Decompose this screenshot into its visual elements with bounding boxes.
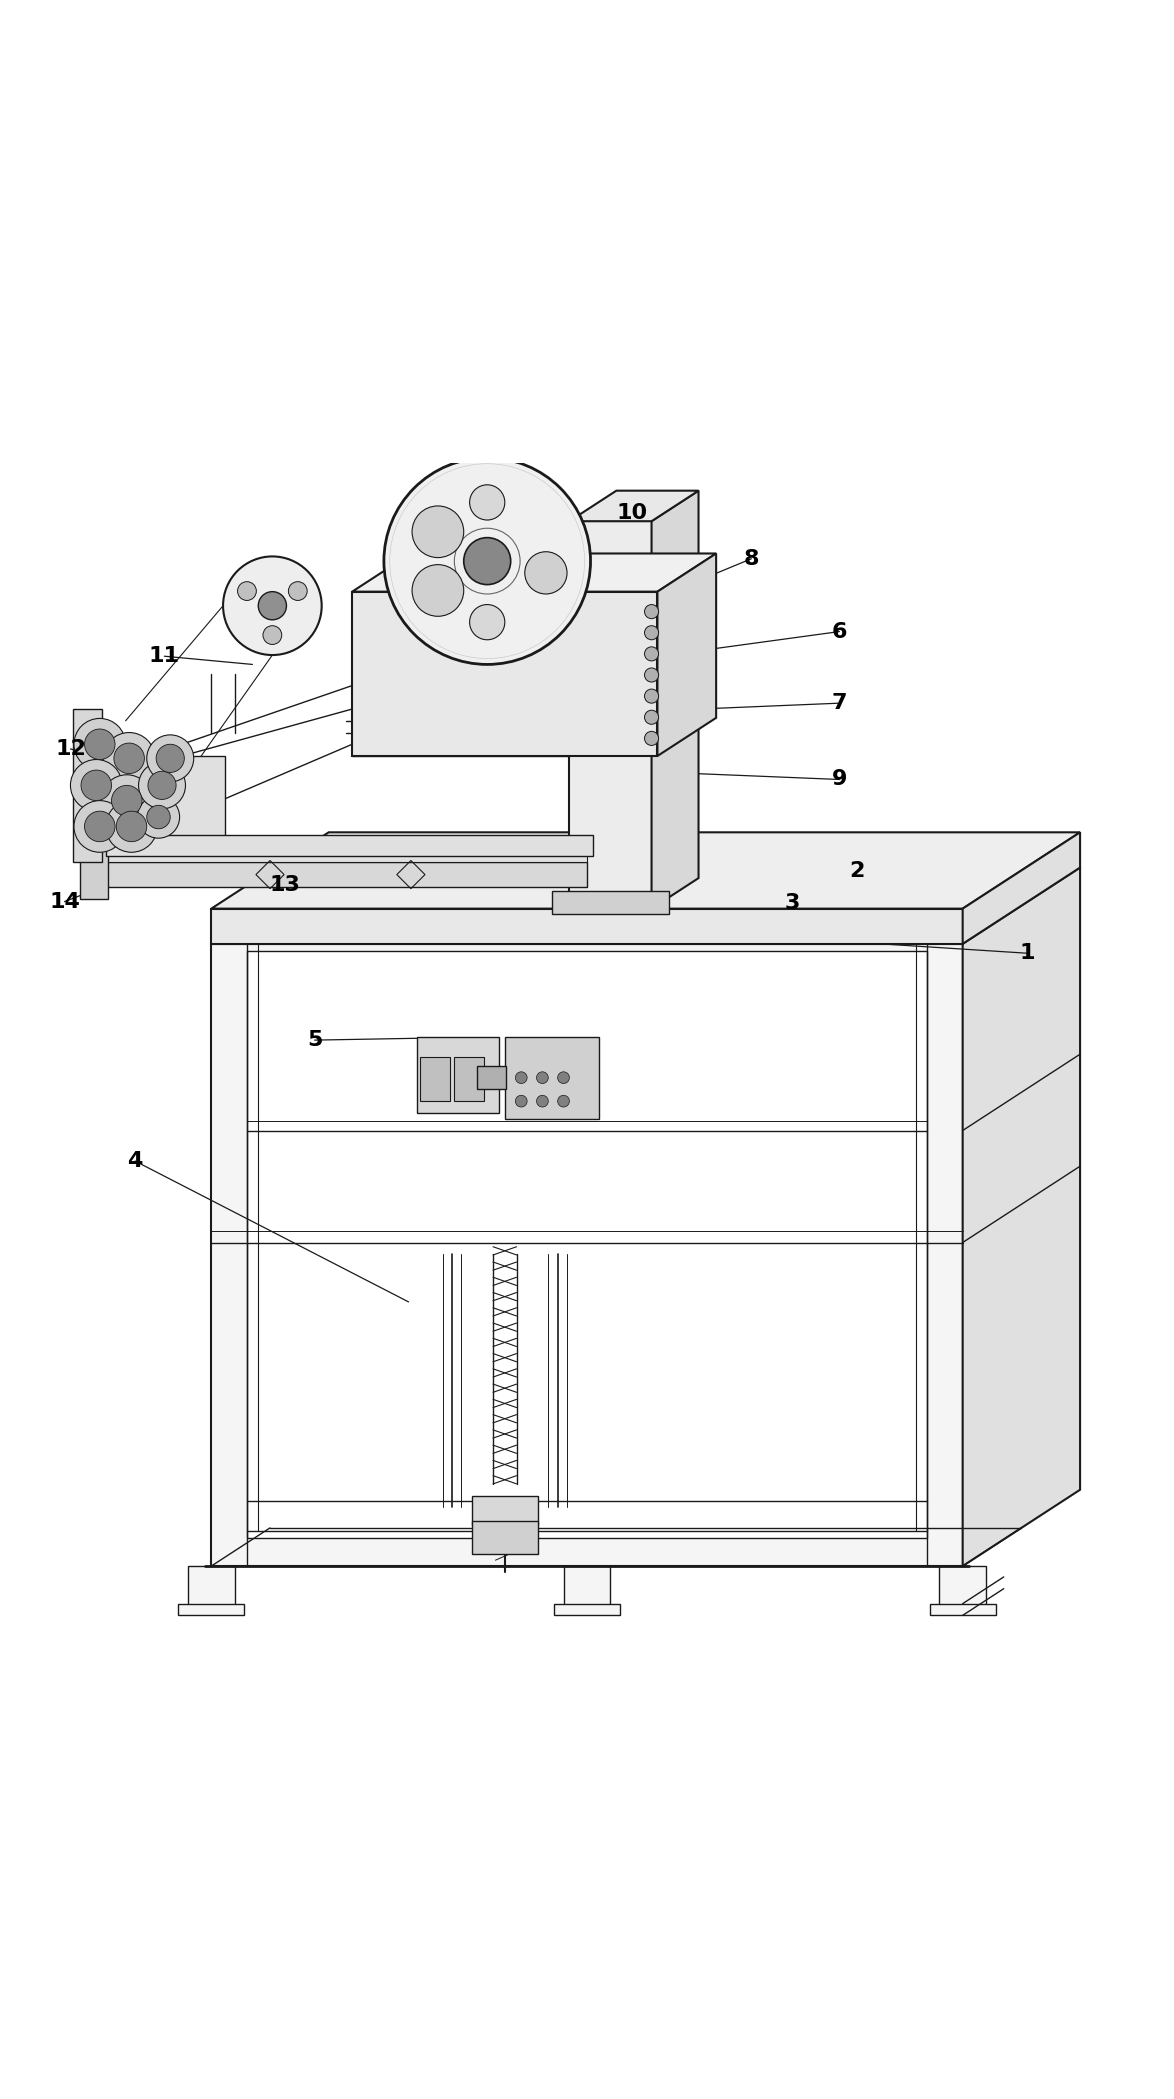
Bar <box>564 1566 610 1612</box>
Bar <box>178 1604 244 1616</box>
Bar <box>106 850 587 863</box>
Circle shape <box>112 785 142 817</box>
Text: 11: 11 <box>149 646 180 665</box>
Circle shape <box>139 762 185 808</box>
Bar <box>472 1522 538 1555</box>
Polygon shape <box>211 945 963 1566</box>
Circle shape <box>515 1096 527 1106</box>
Circle shape <box>114 743 144 775</box>
Text: 14: 14 <box>49 892 80 911</box>
Circle shape <box>223 556 322 655</box>
Bar <box>554 1604 620 1616</box>
Circle shape <box>515 1073 527 1083</box>
Text: 7: 7 <box>831 693 848 714</box>
Circle shape <box>137 796 180 838</box>
Text: 5: 5 <box>306 1031 323 1050</box>
Bar <box>247 951 927 1539</box>
Circle shape <box>106 800 157 852</box>
Text: 6: 6 <box>831 621 848 642</box>
Text: 2: 2 <box>849 861 865 882</box>
Circle shape <box>103 733 155 785</box>
Circle shape <box>645 605 659 619</box>
Circle shape <box>412 506 464 558</box>
Circle shape <box>645 667 659 682</box>
Polygon shape <box>73 709 102 863</box>
Bar <box>108 756 225 850</box>
Circle shape <box>148 770 176 800</box>
Circle shape <box>74 718 126 770</box>
Bar <box>211 909 963 945</box>
Circle shape <box>237 581 256 600</box>
Bar <box>552 890 669 915</box>
Circle shape <box>645 709 659 724</box>
Polygon shape <box>352 554 716 592</box>
Circle shape <box>645 730 659 745</box>
Circle shape <box>74 800 126 852</box>
Circle shape <box>81 770 112 800</box>
Text: 3: 3 <box>784 892 801 913</box>
Bar <box>939 1566 986 1612</box>
Circle shape <box>263 626 282 644</box>
Bar <box>417 1037 499 1112</box>
Circle shape <box>470 605 505 640</box>
Polygon shape <box>657 554 716 756</box>
Circle shape <box>85 728 115 760</box>
Circle shape <box>464 537 511 586</box>
Text: 12: 12 <box>55 739 86 760</box>
Text: 13: 13 <box>270 875 301 894</box>
Circle shape <box>156 745 184 772</box>
Circle shape <box>645 688 659 703</box>
Circle shape <box>537 1073 548 1083</box>
Bar <box>106 863 587 888</box>
Circle shape <box>85 810 115 842</box>
Circle shape <box>147 806 170 829</box>
Circle shape <box>101 775 153 827</box>
Bar <box>80 838 108 898</box>
Circle shape <box>384 458 591 665</box>
Bar <box>106 835 593 856</box>
Circle shape <box>645 646 659 661</box>
Circle shape <box>258 592 286 619</box>
Circle shape <box>558 1096 569 1106</box>
Circle shape <box>470 485 505 521</box>
Polygon shape <box>963 867 1080 1566</box>
Text: 10: 10 <box>616 504 647 523</box>
Bar <box>188 1566 235 1612</box>
Polygon shape <box>211 833 1080 909</box>
Circle shape <box>412 565 464 617</box>
Bar <box>454 1056 484 1102</box>
Text: 1: 1 <box>1019 942 1035 963</box>
Circle shape <box>645 626 659 640</box>
Bar <box>477 1066 506 1089</box>
Circle shape <box>558 1073 569 1083</box>
Polygon shape <box>569 491 699 521</box>
Polygon shape <box>211 867 1080 945</box>
Bar <box>569 521 652 909</box>
Circle shape <box>525 552 567 594</box>
Bar <box>420 1056 450 1102</box>
Bar <box>930 1604 996 1616</box>
Bar <box>472 1497 538 1526</box>
Text: 4: 4 <box>127 1150 143 1171</box>
Text: 8: 8 <box>743 548 760 569</box>
Circle shape <box>70 760 122 810</box>
Circle shape <box>289 581 308 600</box>
Text: 9: 9 <box>831 770 848 789</box>
Circle shape <box>537 1096 548 1106</box>
Bar <box>505 1037 599 1119</box>
Circle shape <box>147 735 194 781</box>
Bar <box>352 592 657 756</box>
Circle shape <box>116 810 147 842</box>
Polygon shape <box>652 491 699 909</box>
Polygon shape <box>963 833 1080 945</box>
